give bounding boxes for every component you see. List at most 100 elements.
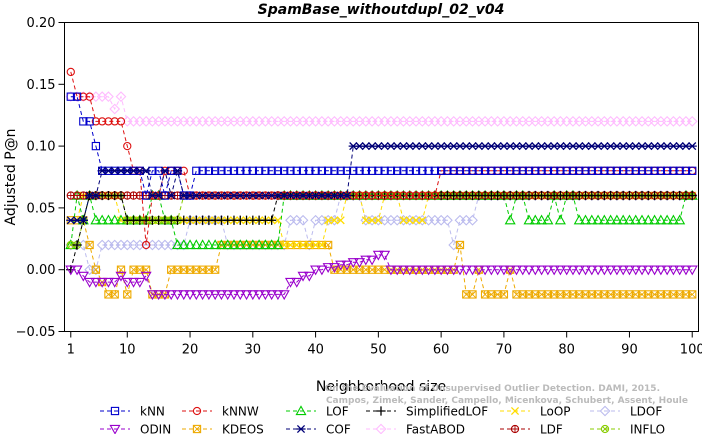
data-point	[171, 290, 184, 301]
data-point	[355, 191, 364, 200]
data-point	[441, 265, 453, 276]
data-point	[184, 239, 196, 250]
data-point	[675, 166, 684, 175]
y-axis-title: Adjusted P@n	[3, 128, 19, 225]
data-point	[217, 166, 226, 175]
y-tick-label: 0.15	[27, 78, 56, 93]
data-point	[592, 265, 604, 276]
x-tick-label: 1	[67, 343, 75, 358]
data-point	[85, 117, 94, 126]
data-point	[273, 166, 283, 175]
legend: kNN kNNW LOF SimplifiedLOF LoOP LDOF ODIN KDEOS…	[100, 405, 665, 434]
data-point	[140, 271, 152, 282]
data-point	[510, 265, 522, 276]
data-point	[335, 260, 347, 271]
data-point	[211, 166, 220, 175]
data-point	[298, 240, 308, 250]
data-point	[536, 214, 548, 225]
y-tick-label: 0.10	[27, 140, 56, 155]
data-point	[636, 214, 648, 225]
legend-marker	[296, 424, 306, 434]
data-point	[523, 214, 535, 225]
data-point	[336, 216, 345, 225]
y-tick-label: 0.05	[27, 201, 56, 216]
data-point	[241, 290, 253, 301]
legend-item-inflo: INFLO	[590, 423, 665, 434]
data-point	[549, 166, 559, 175]
data-point	[292, 240, 301, 250]
data-point	[623, 265, 635, 276]
legend-marker	[110, 406, 120, 416]
data-point	[234, 290, 246, 301]
data-point	[234, 239, 246, 250]
data-point	[399, 166, 408, 175]
data-point	[575, 166, 584, 175]
data-point	[197, 290, 209, 301]
data-point	[284, 277, 297, 288]
x-tick-label: 10	[119, 343, 136, 358]
data-point	[72, 92, 82, 101]
data-point	[91, 141, 101, 151]
data-point	[499, 166, 509, 175]
legend-marker	[192, 424, 202, 434]
data-point	[322, 263, 334, 273]
data-point	[667, 265, 679, 276]
data-point	[393, 166, 402, 175]
data-point	[85, 92, 94, 101]
data-point	[416, 265, 428, 276]
data-point	[115, 271, 127, 282]
data-point	[386, 191, 396, 200]
data-point	[374, 166, 383, 175]
data-point	[272, 290, 284, 301]
data-point	[91, 117, 101, 126]
data-point	[85, 240, 94, 250]
legend-marker	[510, 406, 520, 416]
data-point	[598, 265, 610, 276]
legend-marker	[600, 424, 610, 434]
data-point	[504, 214, 516, 225]
x-tick-label: 30	[245, 343, 262, 358]
data-point	[259, 239, 271, 250]
data-point	[617, 214, 629, 225]
data-point	[436, 166, 446, 175]
data-point	[504, 265, 516, 276]
x-tick-label: 80	[558, 343, 575, 358]
data-point	[405, 191, 414, 200]
legend-label: LDOF	[630, 405, 662, 419]
data-point	[286, 240, 295, 250]
legend-item-ldf: LDF	[500, 423, 563, 434]
data-point	[468, 166, 477, 175]
data-point	[248, 166, 257, 175]
data-point	[586, 265, 598, 276]
data-point	[674, 265, 686, 276]
legend-label: SimplifiedLOF	[406, 405, 488, 419]
data-point	[159, 290, 171, 301]
data-point	[123, 141, 132, 151]
data-point	[649, 265, 661, 276]
data-point	[259, 290, 271, 301]
data-point	[247, 290, 259, 301]
data-point	[160, 166, 170, 175]
data-point	[165, 290, 177, 301]
data-point	[223, 166, 232, 175]
data-point	[411, 166, 421, 175]
data-point	[368, 216, 377, 225]
series-cof	[66, 142, 697, 225]
data-point	[361, 216, 370, 225]
legend-marker	[109, 424, 121, 434]
x-tick-label: 20	[182, 343, 199, 358]
data-point	[347, 258, 359, 269]
data-point	[297, 271, 309, 282]
y-tick-label: 0.00	[27, 263, 56, 278]
legend-label: LOF	[326, 405, 349, 419]
data-point	[128, 277, 140, 288]
data-point	[687, 142, 697, 151]
data-point	[123, 290, 132, 299]
data-point	[435, 265, 447, 276]
legend-label: kNNW	[222, 405, 259, 419]
data-point	[473, 265, 485, 276]
data-point	[190, 290, 202, 301]
data-point	[554, 214, 566, 225]
data-point	[247, 239, 259, 250]
